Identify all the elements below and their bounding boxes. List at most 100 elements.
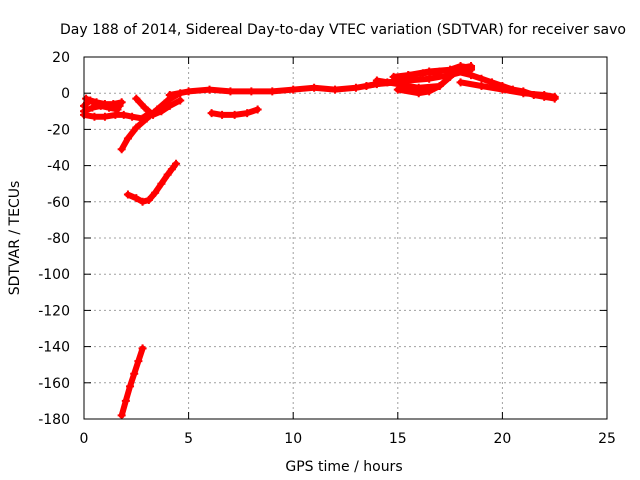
x-tick-label: 15	[389, 431, 407, 447]
data-point	[351, 83, 360, 92]
data-point	[393, 85, 402, 94]
data-point	[243, 109, 252, 118]
series-track-8	[82, 94, 124, 112]
x-tick-label: 5	[184, 431, 193, 447]
data-point	[452, 67, 461, 76]
data-point	[105, 103, 114, 112]
data-point	[126, 382, 135, 391]
data-point	[140, 103, 149, 112]
data-point	[165, 91, 174, 100]
data-point	[165, 101, 174, 110]
data-point	[425, 67, 434, 76]
series-track-5	[80, 110, 151, 123]
y-tick-label: -120	[38, 303, 70, 319]
data-point	[138, 197, 147, 206]
data-point	[404, 71, 413, 80]
data-point	[142, 110, 151, 119]
y-tick-label: -40	[47, 159, 70, 175]
series-track-1	[117, 344, 147, 420]
data-point	[456, 78, 465, 87]
y-tick-label: -60	[47, 195, 70, 211]
y-tick-label: 0	[61, 86, 70, 102]
data-point	[163, 96, 172, 105]
x-axis-label: GPS time / hours	[285, 459, 402, 475]
data-point	[550, 92, 559, 101]
data-point	[289, 85, 298, 94]
data-point	[253, 105, 262, 114]
data-point	[117, 145, 126, 154]
grid	[84, 57, 607, 419]
data-point	[132, 194, 141, 203]
y-tick-label: -160	[38, 376, 70, 392]
data-point	[138, 344, 147, 353]
y-tick-label: -180	[38, 412, 70, 428]
plot-frame	[83, 56, 608, 420]
x-tick-label: 10	[284, 431, 302, 447]
data-point	[389, 72, 398, 81]
data-point	[111, 110, 120, 119]
data-point	[184, 87, 193, 96]
data-point	[115, 101, 124, 110]
data-point	[310, 83, 319, 92]
series-track-3	[117, 89, 185, 154]
y-tick-label: -100	[38, 267, 70, 283]
data-point	[205, 85, 214, 94]
data-point	[268, 87, 277, 96]
data-point	[128, 112, 137, 121]
data-point	[540, 91, 549, 100]
chart-title: Day 188 of 2014, Sidereal Day-to-day VTE…	[60, 22, 626, 38]
data-point	[100, 112, 109, 121]
data-point	[117, 411, 126, 420]
series-track-4	[132, 94, 185, 119]
data-point	[446, 65, 455, 74]
data-point	[132, 94, 141, 103]
data-point	[121, 396, 130, 405]
x-tick-label: 0	[80, 431, 89, 447]
data-point	[477, 81, 486, 90]
data-point	[176, 96, 185, 105]
data-point	[230, 110, 239, 119]
data-point	[467, 71, 476, 80]
data-point	[414, 89, 423, 98]
data-point	[134, 357, 143, 366]
series-line	[118, 345, 146, 419]
data-point	[226, 87, 235, 96]
y-tick-label: -140	[38, 340, 70, 356]
series-track-13	[393, 81, 444, 98]
plot-data	[80, 62, 559, 420]
series-line	[83, 95, 123, 111]
axis-ticks: 20 0 -20 -40 -60 -80 -100 -120 -140 -160 -180 0 5 10 1…	[38, 50, 616, 447]
data-point	[467, 63, 476, 72]
data-point	[218, 110, 227, 119]
y-tick-label: -80	[47, 231, 70, 247]
data-point	[144, 195, 153, 204]
data-point	[456, 62, 465, 71]
data-point	[119, 110, 128, 119]
x-tick-label: 20	[493, 431, 511, 447]
data-point	[167, 165, 176, 174]
data-point	[498, 85, 507, 94]
y-axis-label: SDTVAR / TECUs	[7, 181, 23, 296]
series-track-15	[404, 62, 476, 80]
data-point	[372, 76, 381, 85]
data-point	[519, 89, 528, 98]
data-point	[477, 74, 486, 83]
data-point	[435, 81, 444, 90]
data-point	[172, 159, 181, 168]
data-point	[425, 74, 434, 83]
data-point	[247, 87, 256, 96]
data-point	[123, 190, 132, 199]
data-point	[92, 100, 101, 109]
y-tick-label: 20	[52, 50, 70, 66]
data-point	[138, 114, 147, 123]
series-track-9	[207, 105, 262, 119]
data-point	[157, 107, 166, 116]
data-point	[123, 134, 132, 143]
series-track-2	[123, 159, 181, 206]
data-point	[331, 85, 340, 94]
series-line	[394, 83, 443, 97]
x-tick-label: 25	[598, 431, 616, 447]
series-track-17	[456, 78, 559, 101]
data-point	[157, 179, 166, 188]
